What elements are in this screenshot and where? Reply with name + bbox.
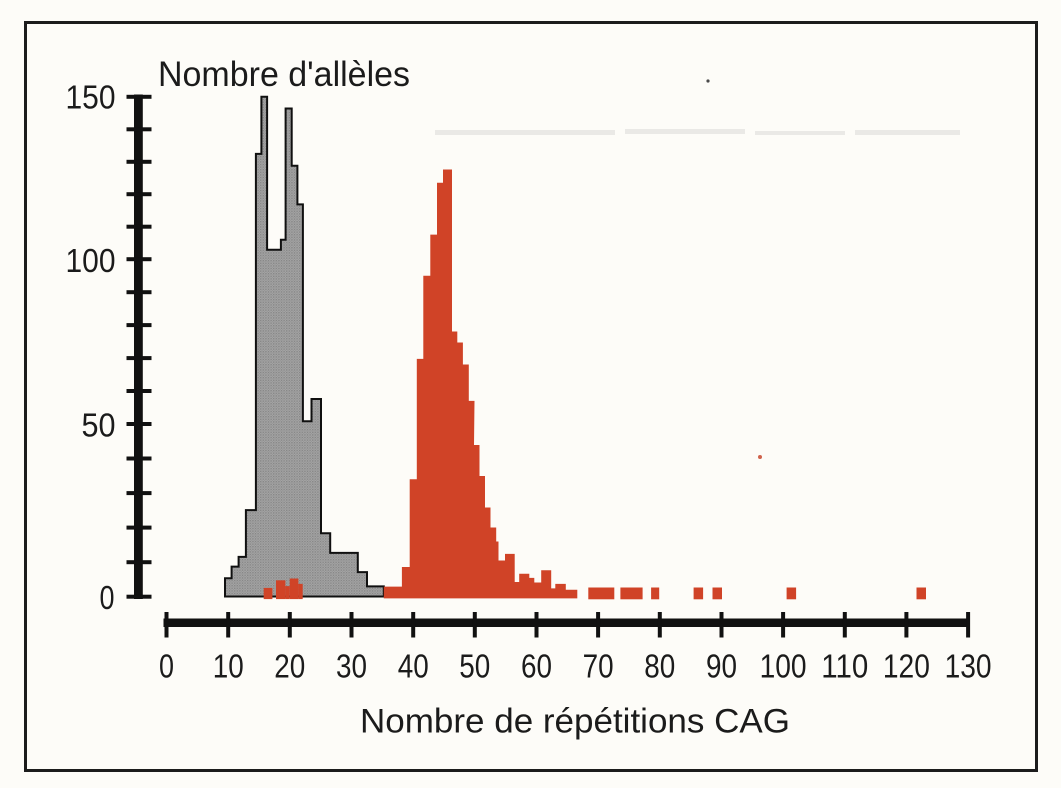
svg-text:30: 30	[336, 648, 367, 685]
svg-text:10: 10	[213, 648, 244, 685]
svg-text:70: 70	[583, 648, 614, 685]
svg-text:130: 130	[945, 648, 992, 685]
svg-text:50: 50	[459, 648, 490, 685]
svg-text:100: 100	[760, 648, 807, 685]
svg-text:40: 40	[398, 648, 429, 685]
svg-text:110: 110	[821, 648, 868, 685]
svg-text:0: 0	[100, 580, 115, 617]
svg-text:80: 80	[644, 648, 675, 685]
svg-text:20: 20	[274, 648, 305, 685]
svg-text:90: 90	[706, 648, 737, 685]
svg-text:150: 150	[66, 79, 116, 116]
svg-text:100: 100	[66, 243, 116, 280]
svg-text:Nombre d'allèles: Nombre d'allèles	[158, 55, 410, 94]
svg-text:Nombre de répétitions CAG: Nombre de répétitions CAG	[360, 703, 790, 741]
svg-text:50: 50	[82, 408, 116, 445]
svg-text:120: 120	[883, 648, 930, 685]
svg-text:0: 0	[159, 648, 174, 685]
svg-text:60: 60	[521, 648, 552, 685]
